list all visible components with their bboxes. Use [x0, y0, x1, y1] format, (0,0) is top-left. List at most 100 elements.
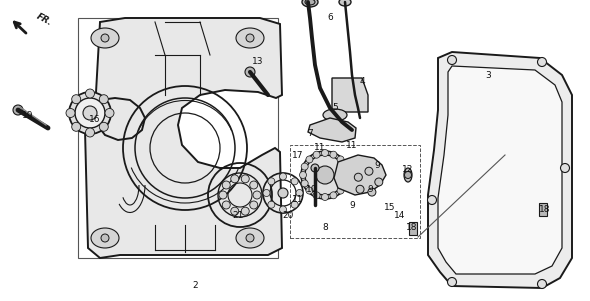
Circle shape: [291, 178, 298, 185]
Circle shape: [355, 173, 362, 181]
Circle shape: [330, 192, 337, 199]
Circle shape: [280, 173, 287, 180]
Text: 9: 9: [374, 160, 380, 169]
Polygon shape: [428, 52, 572, 288]
Circle shape: [263, 190, 270, 197]
Text: 7: 7: [307, 129, 313, 138]
Text: 17: 17: [292, 150, 304, 160]
Circle shape: [306, 156, 313, 163]
Text: 20: 20: [282, 210, 294, 219]
Circle shape: [105, 108, 114, 117]
Circle shape: [306, 187, 313, 194]
Polygon shape: [85, 18, 282, 258]
Text: 9: 9: [349, 200, 355, 209]
Circle shape: [231, 207, 239, 215]
Circle shape: [86, 128, 94, 137]
Circle shape: [72, 122, 81, 131]
Circle shape: [268, 178, 275, 185]
Polygon shape: [334, 155, 386, 195]
Circle shape: [250, 181, 258, 189]
Text: 10: 10: [306, 185, 318, 194]
Bar: [290, 145, 420, 238]
Circle shape: [447, 55, 457, 64]
Circle shape: [246, 234, 254, 242]
Text: 2: 2: [192, 281, 198, 290]
Text: 12: 12: [402, 166, 414, 175]
Circle shape: [537, 57, 546, 67]
Circle shape: [245, 67, 255, 77]
Text: 4: 4: [359, 77, 365, 86]
Circle shape: [101, 234, 109, 242]
Circle shape: [241, 207, 249, 215]
Circle shape: [253, 191, 261, 199]
Circle shape: [337, 156, 344, 163]
Circle shape: [375, 178, 383, 186]
Text: 21: 21: [232, 210, 244, 219]
Text: 16: 16: [89, 116, 101, 125]
Circle shape: [301, 163, 308, 170]
Bar: [78, 18, 278, 258]
Circle shape: [301, 151, 349, 199]
Circle shape: [368, 188, 376, 196]
Ellipse shape: [339, 0, 351, 6]
Circle shape: [296, 190, 303, 197]
Text: 13: 13: [253, 57, 264, 67]
Text: 3: 3: [485, 70, 491, 79]
Bar: [409, 222, 417, 235]
Circle shape: [305, 155, 345, 195]
Circle shape: [311, 164, 319, 172]
Polygon shape: [332, 78, 368, 112]
Polygon shape: [438, 66, 562, 274]
Circle shape: [365, 167, 373, 175]
Circle shape: [447, 278, 457, 287]
Circle shape: [322, 150, 329, 157]
Circle shape: [13, 105, 23, 115]
Circle shape: [330, 151, 337, 158]
Ellipse shape: [91, 228, 119, 248]
Circle shape: [342, 180, 349, 187]
Circle shape: [278, 188, 288, 198]
Text: 15: 15: [384, 203, 396, 213]
Ellipse shape: [75, 98, 105, 128]
Text: FR.: FR.: [35, 12, 54, 28]
Circle shape: [356, 185, 364, 193]
Text: 9: 9: [367, 185, 373, 194]
Ellipse shape: [91, 28, 119, 48]
Circle shape: [72, 95, 81, 104]
Circle shape: [316, 166, 334, 184]
Ellipse shape: [404, 168, 412, 182]
Text: 6: 6: [327, 14, 333, 23]
Circle shape: [222, 181, 230, 189]
Ellipse shape: [236, 28, 264, 48]
Text: 18: 18: [539, 206, 550, 215]
Circle shape: [537, 280, 546, 288]
Circle shape: [222, 201, 230, 209]
Circle shape: [99, 122, 109, 131]
Circle shape: [86, 89, 94, 98]
Ellipse shape: [83, 106, 97, 120]
Circle shape: [342, 163, 349, 170]
Circle shape: [241, 175, 249, 183]
Text: 11: 11: [346, 141, 358, 150]
Circle shape: [219, 191, 227, 199]
Circle shape: [101, 34, 109, 42]
Circle shape: [313, 151, 320, 158]
Circle shape: [322, 194, 329, 200]
Ellipse shape: [323, 109, 347, 121]
Text: 18: 18: [407, 224, 418, 232]
Circle shape: [301, 180, 308, 187]
Circle shape: [560, 163, 569, 172]
Text: 19: 19: [22, 110, 34, 119]
Text: 11: 11: [292, 196, 304, 204]
Text: 14: 14: [394, 210, 406, 219]
Ellipse shape: [305, 0, 315, 5]
Bar: [539, 203, 547, 216]
Circle shape: [313, 192, 320, 199]
Text: 11: 11: [314, 144, 326, 153]
Circle shape: [428, 196, 437, 204]
Circle shape: [268, 201, 275, 208]
Circle shape: [343, 172, 350, 178]
Ellipse shape: [236, 228, 264, 248]
Circle shape: [250, 201, 258, 209]
Circle shape: [280, 206, 287, 213]
